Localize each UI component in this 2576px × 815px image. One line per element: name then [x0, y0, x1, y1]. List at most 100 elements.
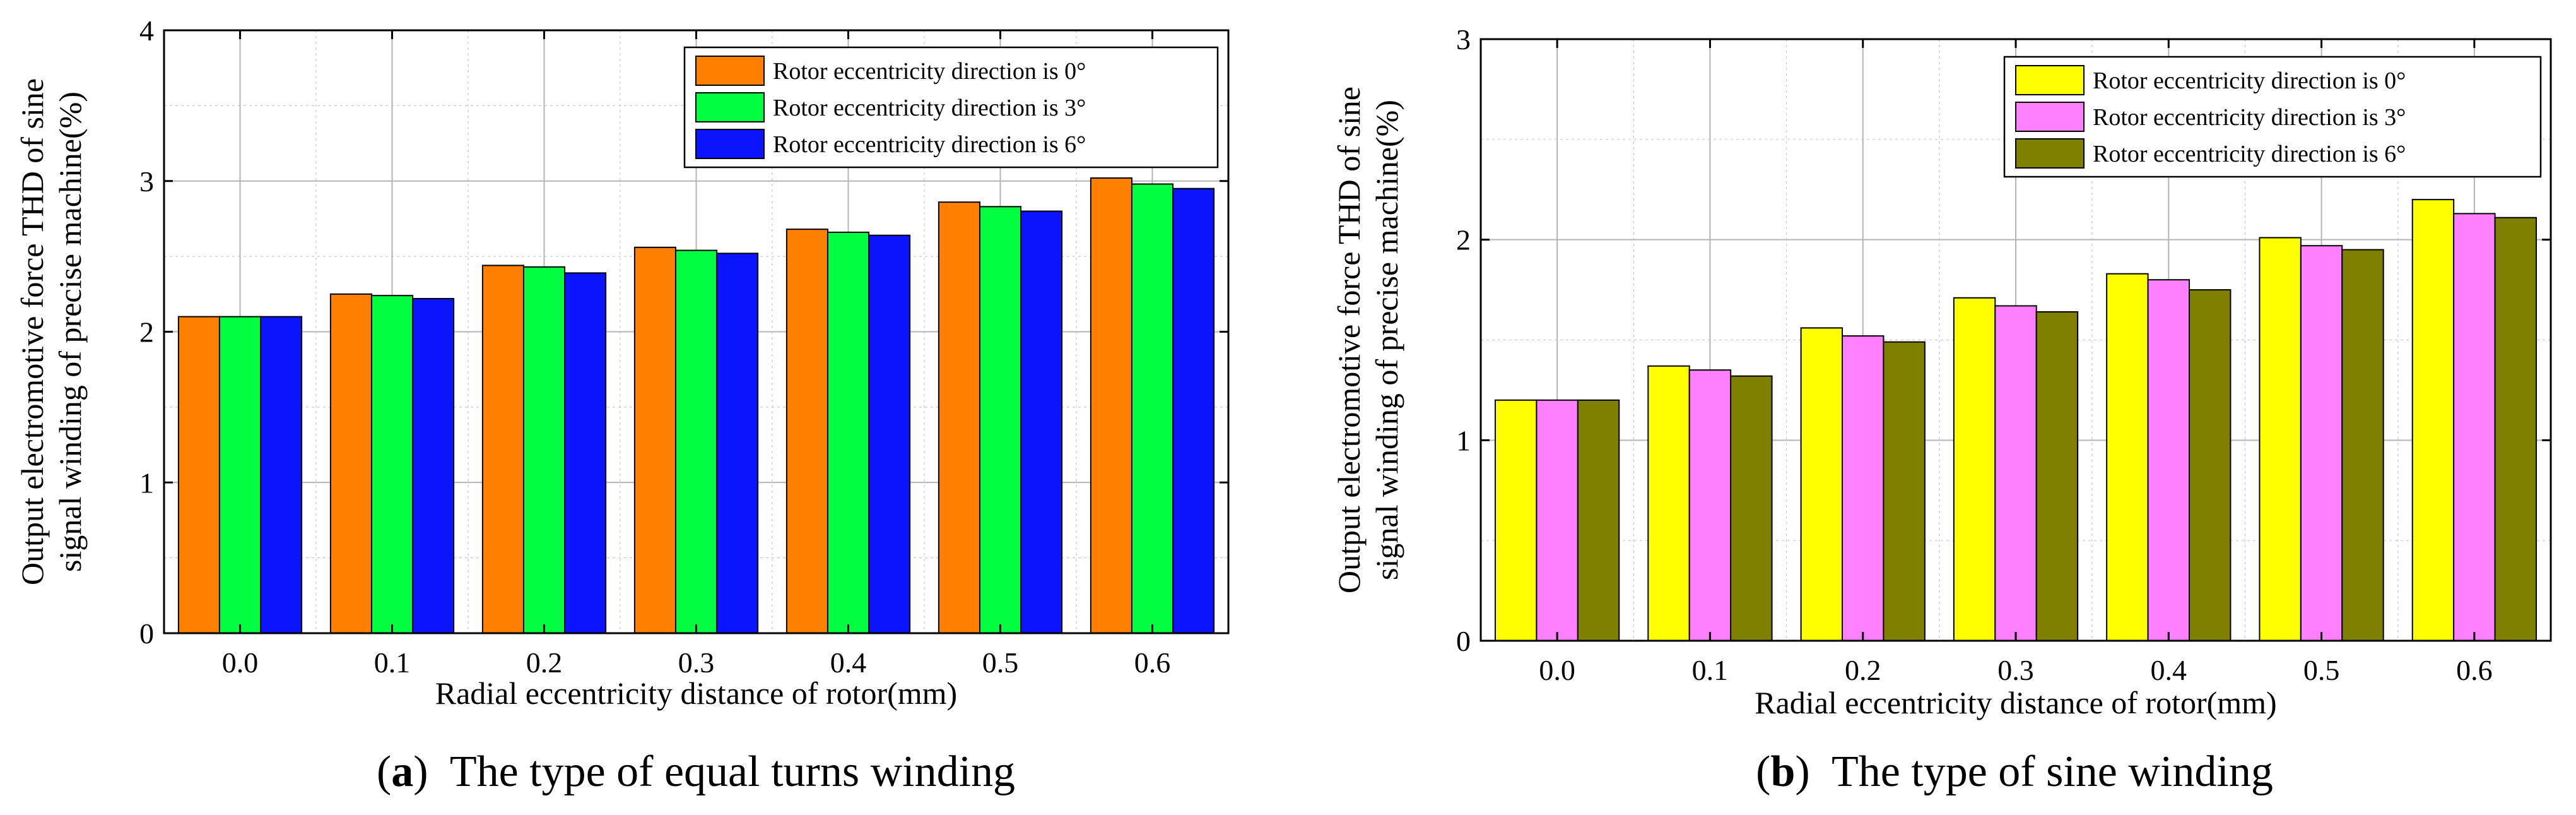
- bar-dir3: [826, 231, 870, 634]
- legend-entry-label: Rotor eccentricity direction is 0°: [773, 58, 1086, 85]
- y-tick-label: 3: [1456, 23, 1471, 56]
- legend-entry-label: Rotor eccentricity direction is 3°: [773, 95, 1086, 121]
- bar-dir0: [329, 293, 372, 634]
- legend-swatch: [695, 92, 765, 122]
- bar-dir0: [1953, 297, 1996, 642]
- x-tick-label: 0.5: [982, 646, 1019, 679]
- bar-dir0: [633, 246, 676, 634]
- bar-dir6: [868, 234, 911, 634]
- x-tick-label: 0.0: [1539, 654, 1575, 686]
- x-tick-label: 0.2: [1845, 654, 1881, 686]
- figure-caption: (b) The type of sine winding: [1756, 747, 2273, 796]
- y-axis-label-line2: signal winding of precise machine(%): [1369, 100, 1404, 580]
- bar-dir0: [1090, 177, 1132, 634]
- bar-dir3: [1842, 335, 1885, 641]
- x-axis-label: Radial eccentricity distance of rotor(mm…: [1755, 685, 2276, 720]
- caption-text: The type of equal turns winding: [440, 747, 1015, 796]
- y-tick-label: 0: [139, 617, 154, 650]
- bar-dir3: [2147, 279, 2190, 641]
- x-tick-label: 0.5: [2303, 654, 2340, 686]
- legend-swatch: [2015, 102, 2085, 132]
- bar-dir3: [1131, 183, 1174, 634]
- bar-dir0: [785, 229, 828, 634]
- bar-dir0: [1495, 399, 1538, 641]
- x-tick-label: 0.1: [374, 646, 411, 679]
- bar-dir0: [177, 316, 220, 634]
- bar-dir6: [1577, 399, 1620, 641]
- caption-part: ): [413, 747, 428, 796]
- bar-dir0: [2106, 273, 2149, 642]
- x-axis-label: Radial eccentricity distance of rotor(mm…: [435, 675, 957, 711]
- legend-swatch: [2015, 138, 2085, 169]
- bar-dir6: [1730, 375, 1773, 641]
- bar-dir3: [1994, 305, 2037, 642]
- y-axis-label-line1: Output electromotive force THD of sine: [15, 78, 50, 585]
- x-tick-label: 0.3: [678, 646, 715, 679]
- caption-text: The type of sine winding: [1821, 747, 2273, 796]
- legend-swatch: [695, 56, 765, 86]
- legend-entry-label: Rotor eccentricity direction is 6°: [2093, 141, 2406, 167]
- x-tick-label: 0.2: [526, 646, 563, 679]
- y-tick-label: 2: [1456, 224, 1471, 256]
- legend: Rotor eccentricity direction is 0° Rotor …: [2003, 56, 2542, 178]
- bar-dir6: [716, 253, 759, 634]
- y-tick-label: 4: [139, 15, 154, 47]
- y-tick-label: 1: [139, 467, 154, 499]
- bar-dir6: [2341, 249, 2384, 641]
- figure-caption: (a) The type of equal turns winding: [377, 747, 1015, 796]
- legend-swatch: [695, 129, 765, 159]
- legend: Rotor eccentricity direction is 0° Rotor …: [683, 46, 1219, 169]
- bar-dir0: [2411, 199, 2455, 641]
- x-tick-label: 0.6: [1134, 646, 1171, 679]
- bar-dir0: [2259, 237, 2302, 641]
- caption-part: ): [1795, 747, 1809, 796]
- x-tick-label: 0.4: [2151, 654, 2187, 686]
- bar-dir6: [1020, 210, 1063, 634]
- caption-part: a: [391, 747, 413, 796]
- caption-part: (: [377, 747, 391, 796]
- bar-dir0: [938, 201, 980, 634]
- y-tick-label: 1: [1456, 424, 1471, 456]
- y-tick-label: 3: [139, 165, 154, 198]
- bar-dir6: [260, 316, 303, 634]
- bar-dir3: [1688, 369, 1732, 642]
- x-tick-label: 0.3: [1997, 654, 2034, 686]
- bar-dir6: [412, 297, 455, 634]
- bar-dir3: [674, 249, 718, 634]
- legend-swatch: [2015, 65, 2085, 95]
- bar-dir6: [1172, 187, 1215, 634]
- bar-dir3: [218, 316, 262, 634]
- bar-dir3: [370, 295, 414, 634]
- y-axis-label-line2: signal winding of precise machine(%): [52, 92, 88, 572]
- bar-dir0: [1800, 327, 1844, 641]
- caption-part: (: [1756, 747, 1770, 796]
- legend-box: [683, 46, 1219, 169]
- legend-entry-label: Rotor eccentricity direction is 6°: [773, 131, 1086, 158]
- bar-dir3: [1536, 399, 1579, 641]
- legend-entry-label: Rotor eccentricity direction is 0°: [2093, 68, 2406, 94]
- bar-dir3: [522, 266, 566, 634]
- x-tick-label: 0.4: [830, 646, 867, 679]
- x-tick-label: 0.0: [222, 646, 259, 679]
- y-tick-label: 0: [1456, 625, 1471, 657]
- y-axis-label-line1: Output electromotive force THD of sine: [1331, 86, 1367, 593]
- bar-dir3: [979, 206, 1022, 634]
- bar-dir0: [481, 265, 524, 634]
- x-tick-label: 0.1: [1692, 654, 1729, 686]
- bar-dir6: [2494, 217, 2537, 641]
- bar-dir6: [564, 272, 607, 634]
- chart-panel-a: 0 1 2 3 4 0.0 0.1 0.2 0.3 0.4 0.5 0.6 Radial eccentr…: [15, 15, 1230, 796]
- legend-box: [2003, 56, 2542, 178]
- bar-dir6: [2035, 311, 2079, 641]
- bar-dir3: [2300, 245, 2343, 641]
- bar-dir3: [2453, 213, 2496, 641]
- x-tick-label: 0.6: [2456, 654, 2493, 686]
- y-tick-label: 2: [139, 316, 154, 348]
- chart-panel-b: 0 1 2 3 0.0 0.1 0.2 0.3 0.4 0.5 0.6 Radial eccentri…: [1331, 23, 2552, 796]
- legend-entry-label: Rotor eccentricity direction is 3°: [2093, 104, 2406, 131]
- caption-part: b: [1770, 747, 1795, 796]
- bar-dir0: [1647, 365, 1690, 642]
- bar-dir6: [2188, 289, 2232, 642]
- bar-dir6: [1883, 341, 1926, 642]
